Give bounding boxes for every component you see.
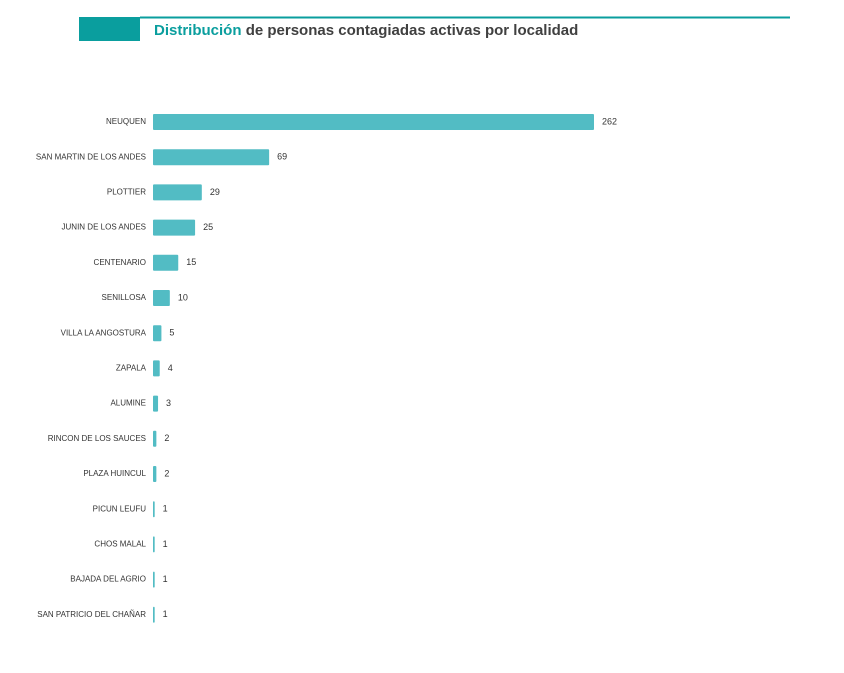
value-label: 69 bbox=[277, 152, 287, 162]
category-label: ALUMINE bbox=[110, 399, 146, 408]
value-label: 1 bbox=[163, 539, 168, 549]
category-label: CENTENARIO bbox=[94, 258, 146, 267]
category-label: RINCON DE LOS SAUCES bbox=[48, 434, 146, 443]
value-label: 262 bbox=[602, 116, 617, 126]
value-label: 29 bbox=[210, 187, 220, 197]
value-label: 2 bbox=[164, 433, 169, 443]
bar bbox=[153, 219, 196, 236]
bar bbox=[153, 430, 157, 447]
bar bbox=[153, 395, 159, 412]
bar bbox=[153, 325, 162, 342]
category-label: CHOS MALAL bbox=[94, 540, 146, 549]
bar bbox=[153, 501, 155, 518]
value-label: 1 bbox=[163, 609, 168, 619]
bar bbox=[153, 571, 155, 588]
chart-title: Distribución de personas contagiadas act… bbox=[154, 22, 578, 39]
bar bbox=[153, 184, 202, 201]
category-label: ZAPALA bbox=[116, 364, 147, 373]
category-label: NEUQUEN bbox=[106, 117, 146, 126]
category-label: PICUN LEUFU bbox=[93, 504, 147, 513]
bar bbox=[153, 254, 179, 271]
bar bbox=[153, 290, 170, 306]
value-label: 1 bbox=[163, 574, 168, 584]
category-label: VILLA LA ANGOSTURA bbox=[61, 328, 147, 337]
title-rest: de personas contagiadas activas por loca… bbox=[246, 22, 579, 39]
bar bbox=[153, 466, 157, 482]
category-label: JUNIN DE LOS ANDES bbox=[62, 223, 146, 232]
category-label: PLAZA HUINCUL bbox=[83, 469, 146, 478]
bar bbox=[153, 149, 270, 166]
category-label: SAN MARTIN DE LOS ANDES bbox=[36, 152, 146, 161]
category-label: BAJADA DEL AGRIO bbox=[70, 575, 146, 584]
value-label: 10 bbox=[178, 292, 188, 302]
value-label: 2 bbox=[164, 468, 169, 478]
title-highlight: Distribución bbox=[154, 22, 242, 39]
bar bbox=[153, 536, 155, 553]
value-label: 3 bbox=[166, 398, 171, 408]
category-label: PLOTTIER bbox=[107, 188, 146, 197]
value-label: 4 bbox=[168, 363, 173, 373]
category-label: SENILLOSA bbox=[102, 293, 147, 302]
value-label: 15 bbox=[186, 257, 196, 267]
header-block bbox=[79, 17, 140, 41]
value-label: 25 bbox=[203, 222, 213, 232]
bar bbox=[153, 114, 594, 130]
category-label: SAN PATRICIO DEL CHAÑAR bbox=[37, 610, 146, 619]
value-label: 1 bbox=[163, 504, 168, 514]
value-label: 5 bbox=[169, 328, 174, 338]
bar bbox=[153, 606, 155, 623]
bar bbox=[153, 360, 160, 377]
